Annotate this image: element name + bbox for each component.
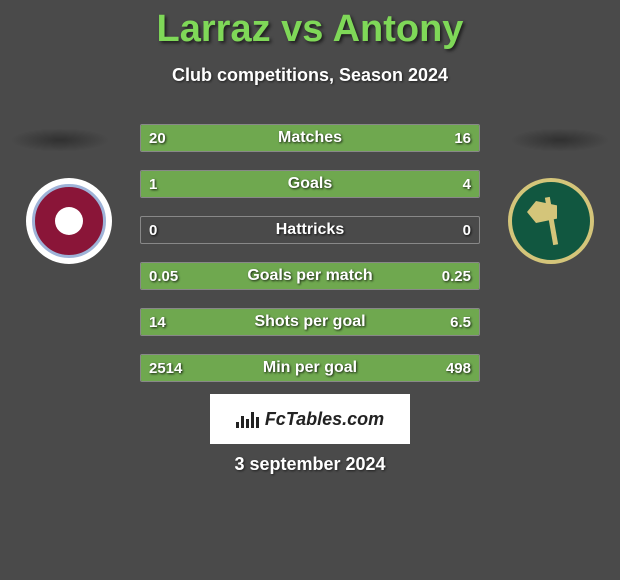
- rapids-badge: [32, 184, 106, 258]
- stat-bar: 2514498Min per goal: [140, 354, 480, 382]
- stat-label: Shots per goal: [141, 309, 479, 335]
- shadow-left: [10, 128, 110, 152]
- timbers-axe-icon: [521, 191, 581, 251]
- stat-label: Goals: [141, 171, 479, 197]
- chart-icon: [236, 410, 259, 428]
- fctables-watermark: FcTables.com: [210, 394, 410, 444]
- stat-bar: 00Hattricks: [140, 216, 480, 244]
- stat-label: Min per goal: [141, 355, 479, 381]
- stat-bar: 2016Matches: [140, 124, 480, 152]
- rapids-ball-icon: [55, 207, 83, 235]
- stat-bar: 14Goals: [140, 170, 480, 198]
- axe-handle-icon: [545, 197, 558, 245]
- stats-bars: 2016Matches 14Goals 00Hattricks 0.050.25Goa…: [140, 124, 480, 400]
- comparison-title: Larraz vs Antony: [0, 0, 620, 51]
- team-logo-left: [26, 178, 112, 264]
- stat-bar: 0.050.25Goals per match: [140, 262, 480, 290]
- comparison-date: 3 september 2024: [0, 454, 620, 475]
- stat-label: Goals per match: [141, 263, 479, 289]
- stat-bar: 146.5Shots per goal: [140, 308, 480, 336]
- stat-label: Matches: [141, 125, 479, 151]
- shadow-right: [510, 128, 610, 152]
- comparison-subtitle: Club competitions, Season 2024: [0, 65, 620, 86]
- team-logo-right: [508, 178, 594, 264]
- watermark-text: FcTables.com: [265, 409, 384, 430]
- stat-label: Hattricks: [141, 217, 479, 243]
